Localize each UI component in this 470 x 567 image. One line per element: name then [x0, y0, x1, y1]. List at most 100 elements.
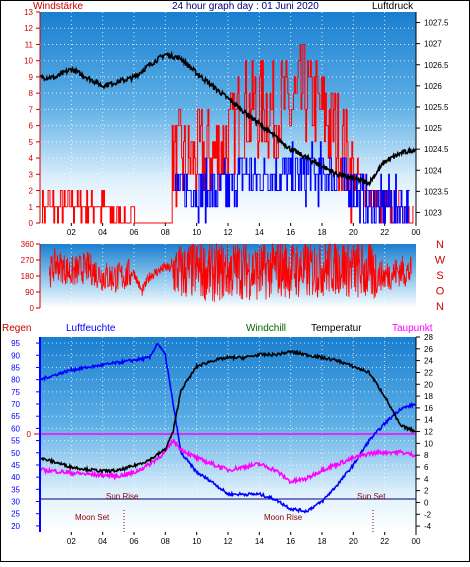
- humidity-tick-label: 60: [11, 424, 20, 433]
- time-tick-label: 04: [98, 537, 107, 546]
- pressure-tick-label: 1023.5: [424, 187, 449, 196]
- gust-series-line: [174, 141, 410, 224]
- temperature-tick-label: 24: [424, 357, 433, 366]
- time-tick-label: 00: [412, 228, 421, 237]
- direction-marks: [49, 243, 412, 302]
- label-temperatur: Temperatur: [311, 323, 362, 334]
- humidity-tick-label: 95: [11, 339, 20, 348]
- pressure-tick-label: 1025.5: [424, 103, 449, 112]
- pressure-tick-label: 1024.5: [424, 145, 449, 154]
- time-tick-label: 04: [98, 228, 107, 237]
- wind-tick-label: 6: [29, 122, 34, 131]
- wind-pressure-marks: [39, 44, 417, 224]
- wind-tick-label: 4: [29, 154, 34, 163]
- pressure-tick-label: 1027.5: [424, 19, 449, 28]
- temperature-tick-label: 4: [424, 475, 429, 484]
- humidity-tick-label: 90: [11, 351, 20, 360]
- humidity-tick-label: 70: [11, 400, 20, 409]
- wind-tick-label: 10: [24, 57, 33, 66]
- wind-title: Windstärke: [33, 1, 83, 12]
- pressure-tick-label: 1025: [424, 124, 442, 133]
- compass-label: W: [435, 255, 446, 267]
- time-tick-label: 20: [349, 537, 358, 546]
- direction-tick-label: 180: [21, 272, 35, 281]
- temperature-tick-label: 20: [424, 380, 433, 389]
- wind-tick-label: 11: [25, 40, 34, 49]
- wind-tick-label: 13: [24, 8, 33, 17]
- humidity-tick-label: 50: [11, 449, 20, 458]
- time-tick-label: 22: [380, 537, 389, 546]
- wind-tick-label: 2: [29, 187, 34, 196]
- pressure-tick-label: 1026.5: [424, 61, 449, 70]
- wind-tick-label: 1: [29, 203, 34, 212]
- humidity-tick-label: 25: [11, 510, 20, 519]
- humidity-series-line: [39, 343, 416, 514]
- label-taupunkt: Taupunkt: [392, 323, 433, 334]
- time-tick-label: 14: [255, 537, 264, 546]
- pressure-tick-label: 1027: [424, 40, 442, 49]
- humidity-tick-label: 35: [11, 485, 20, 494]
- humidity-tick-label: 40: [11, 473, 20, 482]
- temperature-marks: [34, 343, 416, 532]
- temperature-grid: [40, 337, 416, 532]
- time-tick-label: 12: [224, 537, 233, 546]
- temperature-tick-label: 16: [424, 404, 433, 413]
- time-tick-label: 14: [255, 228, 264, 237]
- temperature-tick-label: 12: [424, 428, 433, 437]
- temperature-tick-label: 0: [424, 498, 429, 507]
- temperature-tick-label: 14: [424, 416, 433, 425]
- temperature-tick-label: 28: [424, 333, 433, 342]
- time-tick-label: 02: [67, 228, 76, 237]
- time-tick-label: 10: [192, 537, 201, 546]
- label-regen: Regen: [2, 323, 31, 334]
- label-luftfeuchte: Luftfeuchte: [66, 323, 116, 334]
- sunrise-label: Sun Rise: [106, 492, 139, 501]
- time-axis-ticks-bottom: 02 04 06 08 10 12 14 16 18 20 22 00: [67, 532, 421, 546]
- temperature-series-line: [39, 349, 416, 474]
- humidity-tick-label: 30: [11, 498, 20, 507]
- humidity-tick-label: 85: [11, 363, 20, 372]
- time-tick-label: 18: [318, 537, 327, 546]
- time-tick-label: 00: [412, 537, 421, 546]
- time-tick-label: 18: [318, 228, 327, 237]
- temperature-tick-label: 10: [424, 439, 433, 448]
- direction-series-line: [49, 243, 412, 302]
- temperature-tick-label: -4: [424, 522, 432, 531]
- time-tick-label: 08: [161, 537, 170, 546]
- temperature-tick-label: 8: [424, 451, 429, 460]
- direction-tick-label: 360: [21, 240, 35, 249]
- temperature-tick-label: 6: [424, 463, 429, 472]
- time-tick-label: 06: [130, 537, 139, 546]
- dewpoint-series-line: [39, 437, 416, 485]
- temperature-tick-label: 2: [424, 487, 429, 496]
- pressure-title: Luftdruck: [372, 1, 414, 12]
- wind-tick-label: 12: [24, 24, 33, 33]
- temperature-tick-label: 22: [424, 368, 433, 377]
- time-tick-label: 06: [130, 228, 139, 237]
- pressure-axis-ticks: 1023 1023.5 1024 1024.5 1025 1025.5 1026 1026.5…: [416, 19, 449, 217]
- wind-tick-label: 5: [29, 138, 34, 147]
- direction-tick-label: 270: [21, 256, 35, 265]
- wind-tick-label: 7: [29, 105, 34, 114]
- time-tick-label: 12: [224, 228, 233, 237]
- moonrise-label: Moon Rise: [264, 513, 303, 522]
- time-tick-label: 10: [192, 228, 201, 237]
- humidity-tick-label: 45: [11, 461, 20, 470]
- humidity-tick-label: 75: [11, 388, 20, 397]
- wind-tick-label: 0: [29, 219, 34, 228]
- pressure-tick-label: 1026: [424, 82, 442, 91]
- time-tick-label: 20: [349, 228, 358, 237]
- graph-title: 24 hour graph day : 01 Juni 2020: [172, 1, 319, 12]
- humidity-tick-label: 65: [11, 412, 20, 421]
- direction-axis-ticks: 0 90 180 270 360: [21, 240, 40, 313]
- pressure-series-line: [39, 50, 417, 187]
- temperature-tick-label: -2: [424, 510, 432, 519]
- wind-tick-label: 9: [29, 73, 34, 82]
- time-tick-label: 16: [286, 228, 295, 237]
- time-tick-label: 02: [67, 537, 76, 546]
